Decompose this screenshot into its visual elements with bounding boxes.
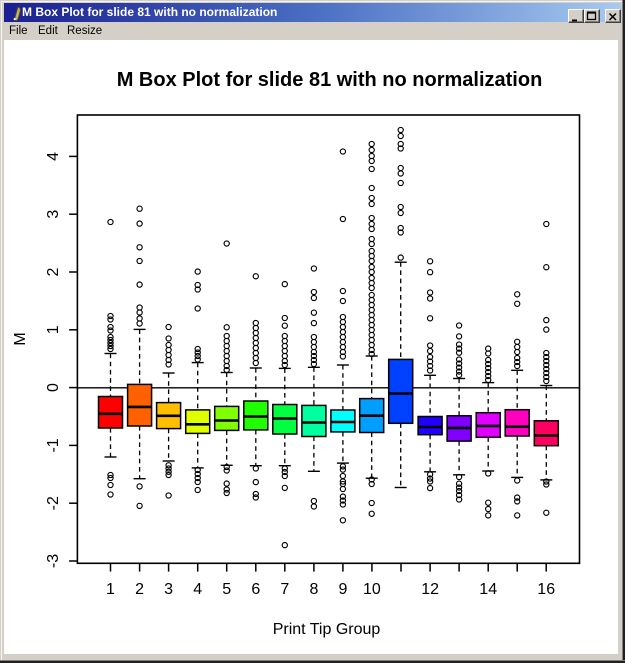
- svg-text:3: 3: [164, 581, 173, 598]
- svg-text:M: M: [12, 332, 29, 345]
- svg-text:-3: -3: [45, 554, 62, 568]
- svg-text:1: 1: [106, 581, 115, 598]
- svg-text:16: 16: [537, 581, 555, 598]
- svg-text:14: 14: [479, 581, 497, 598]
- svg-text:4: 4: [193, 581, 202, 598]
- svg-text:0: 0: [45, 383, 62, 392]
- svg-text:5: 5: [222, 581, 231, 598]
- svg-text:9: 9: [338, 581, 347, 598]
- svg-text:Print Tip Group: Print Tip Group: [273, 621, 381, 638]
- svg-text:4: 4: [45, 152, 62, 161]
- svg-text:-2: -2: [45, 496, 62, 510]
- svg-text:6: 6: [251, 581, 260, 598]
- svg-text:2: 2: [45, 267, 62, 276]
- svg-text:12: 12: [421, 581, 439, 598]
- svg-text:M Box Plot for slide 81 with n: M Box Plot for slide 81 with no normaliz…: [117, 69, 543, 91]
- svg-text:3: 3: [45, 210, 62, 219]
- svg-text:-1: -1: [45, 438, 62, 452]
- svg-text:1: 1: [45, 325, 62, 334]
- svg-text:10: 10: [363, 581, 381, 598]
- svg-text:7: 7: [280, 581, 289, 598]
- svg-text:8: 8: [309, 581, 318, 598]
- svg-text:2: 2: [135, 581, 144, 598]
